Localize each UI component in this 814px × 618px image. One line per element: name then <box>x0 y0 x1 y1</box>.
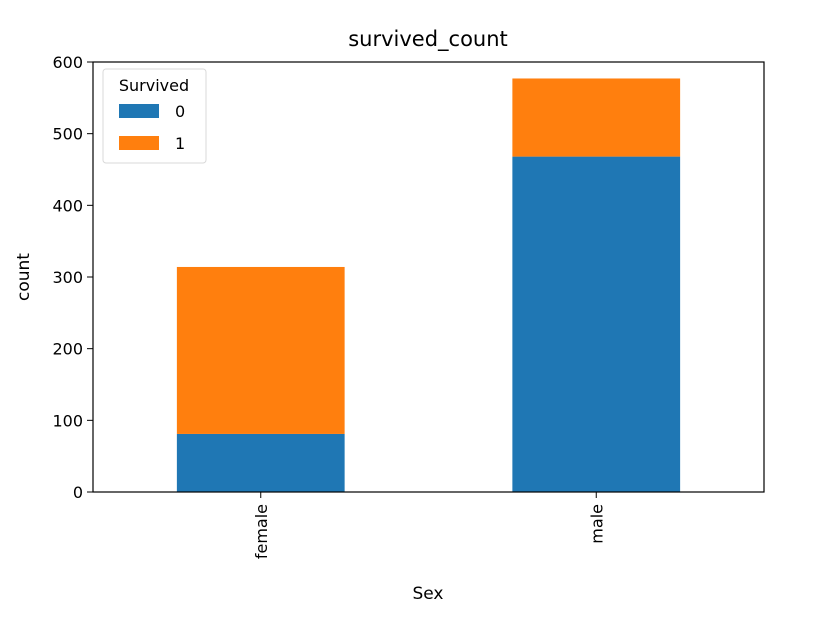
y-tick-label: 0 <box>73 483 83 502</box>
y-tick-label: 300 <box>52 268 83 287</box>
legend-label-1: 1 <box>175 134 185 153</box>
legend-swatch-1 <box>119 136 159 150</box>
plot-frame <box>92 61 765 493</box>
chart-title: survived_count <box>348 27 508 52</box>
x-tick-label-female: female <box>252 504 271 559</box>
bar-male-survived-0 <box>512 156 681 492</box>
y-axis: 0 100 200 300 400 500 600 <box>52 53 93 502</box>
legend-swatch-0 <box>119 104 159 118</box>
bar-male-survived-1 <box>512 78 681 157</box>
y-tick-label: 500 <box>52 125 83 144</box>
x-axis: female male <box>252 492 606 559</box>
bars <box>176 78 681 492</box>
bar-female-survived-1 <box>176 266 345 434</box>
y-axis-label: count <box>14 253 34 301</box>
legend-label-0: 0 <box>175 102 185 121</box>
y-tick-label: 100 <box>52 411 83 430</box>
y-tick-label: 600 <box>52 53 83 72</box>
legend: Survived 0 1 <box>102 68 207 164</box>
legend-title: Survived <box>119 76 189 95</box>
bar-female-survived-0 <box>176 433 345 492</box>
x-axis-label: Sex <box>412 584 443 604</box>
y-tick-label: 200 <box>52 340 83 359</box>
x-tick-label-male: male <box>587 504 606 544</box>
y-tick-label: 400 <box>52 196 83 215</box>
